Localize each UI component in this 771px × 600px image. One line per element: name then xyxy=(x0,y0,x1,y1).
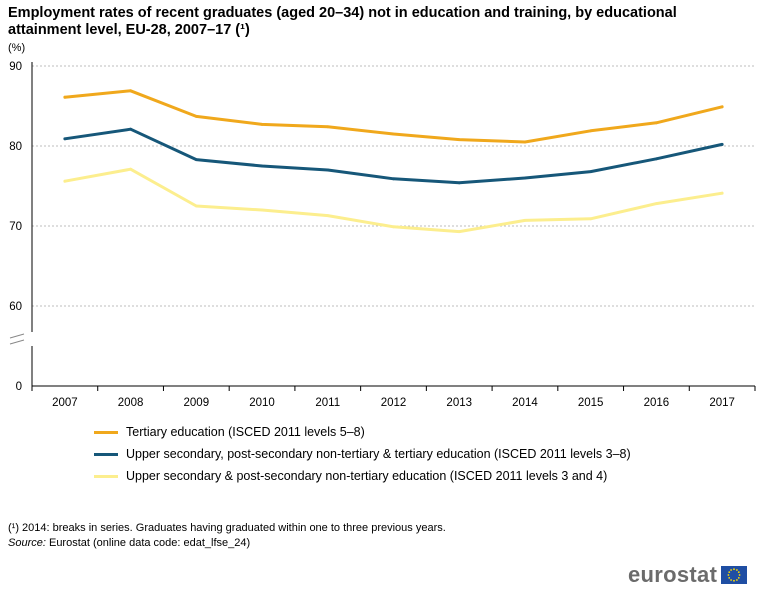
x-tick-label: 2012 xyxy=(381,397,407,409)
data-point-2 xyxy=(720,191,724,195)
footnote: (¹) 2014: breaks in series. Graduates ha… xyxy=(8,521,446,551)
y-axis-unit: (%) xyxy=(8,42,26,54)
legend-label-upper-secondary: Upper secondary & post-secondary non-ter… xyxy=(126,469,608,483)
footnote-note: (¹) 2014: breaks in series. Graduates ha… xyxy=(8,522,446,534)
data-point-2 xyxy=(194,204,198,208)
line-chart: 90 80 70 60 0 2007 2008 2009 2010 2011 2012 2013 201… xyxy=(9,61,756,409)
legend-swatch-upper-secondary xyxy=(94,474,118,478)
source-label: Source: xyxy=(8,537,46,549)
y-tick-label: 90 xyxy=(9,61,22,73)
x-tick-label: 2007 xyxy=(52,397,78,409)
data-point-1 xyxy=(194,158,198,162)
data-point-2 xyxy=(655,202,658,206)
data-point-0 xyxy=(457,138,461,142)
data-point-2 xyxy=(523,219,527,222)
x-tick-label: 2009 xyxy=(184,397,210,409)
data-point-1 xyxy=(523,176,527,180)
legend-swatch-upper-tertiary xyxy=(94,452,118,456)
legend-item-upper-tertiary: Upper secondary, post-secondary non-tert… xyxy=(94,443,631,465)
data-point-1 xyxy=(457,181,461,185)
x-tick-label: 2017 xyxy=(709,397,735,409)
data-point-1 xyxy=(326,168,330,172)
footnote-source: Source: Eurostat (online data code: edat… xyxy=(8,536,446,551)
data-point-1 xyxy=(129,127,132,131)
data-point-1 xyxy=(720,143,724,146)
chart-title: Employment rates of recent graduates (ag… xyxy=(8,5,677,38)
data-point-2 xyxy=(392,225,395,229)
data-point-2 xyxy=(326,214,330,218)
data-point-1 xyxy=(63,137,67,141)
x-tick-label: 2008 xyxy=(118,397,144,409)
data-point-2 xyxy=(129,167,132,171)
data-point-2 xyxy=(260,208,264,212)
legend-label-tertiary: Tertiary education (ISCED 2011 levels 5–… xyxy=(126,425,365,439)
x-tick-label: 2010 xyxy=(249,397,275,409)
data-point-2 xyxy=(457,230,461,234)
legend-item-upper-secondary: Upper secondary & post-secondary non-ter… xyxy=(94,465,631,487)
data-point-0 xyxy=(589,129,593,133)
x-tick-label: 2013 xyxy=(446,397,472,409)
data-point-2 xyxy=(589,217,593,221)
legend-item-tertiary: Tertiary education (ISCED 2011 levels 5–… xyxy=(94,421,631,443)
y-tick-label: 80 xyxy=(9,141,22,153)
eurostat-logo: eurostat xyxy=(628,562,748,588)
data-point-0 xyxy=(655,121,658,125)
y-tick-label: 60 xyxy=(9,301,22,313)
eu-flag-icon xyxy=(721,566,748,584)
data-point-1 xyxy=(655,157,658,161)
legend-swatch-tertiary xyxy=(94,430,118,434)
axis-break-mark xyxy=(9,333,25,339)
data-point-0 xyxy=(523,140,527,144)
eurostat-wordmark: eurostat xyxy=(628,562,718,587)
data-point-1 xyxy=(260,164,264,168)
data-point-0 xyxy=(326,125,330,129)
x-tick-label: 2014 xyxy=(512,397,538,409)
data-point-0 xyxy=(720,105,724,109)
axis-break-mark xyxy=(9,339,25,345)
series-line-1 xyxy=(63,127,724,185)
data-point-2 xyxy=(63,179,67,183)
source-text: Eurostat (online data code: edat_lfse_24… xyxy=(45,537,251,549)
x-tick-label: 2011 xyxy=(315,397,340,409)
y-tick-label: 0 xyxy=(16,381,22,393)
data-point-0 xyxy=(392,132,395,136)
data-point-0 xyxy=(194,115,198,118)
data-point-1 xyxy=(392,177,395,181)
legend-label-upper-tertiary: Upper secondary, post-secondary non-tert… xyxy=(126,447,631,461)
data-point-1 xyxy=(589,170,593,174)
data-point-0 xyxy=(260,123,264,126)
data-point-0 xyxy=(63,95,67,99)
x-tick-label: 2015 xyxy=(578,397,604,409)
y-tick-label: 70 xyxy=(9,221,22,233)
x-tick-label: 2016 xyxy=(644,397,670,409)
chart-legend: Tertiary education (ISCED 2011 levels 5–… xyxy=(94,421,631,487)
data-point-0 xyxy=(129,89,132,93)
